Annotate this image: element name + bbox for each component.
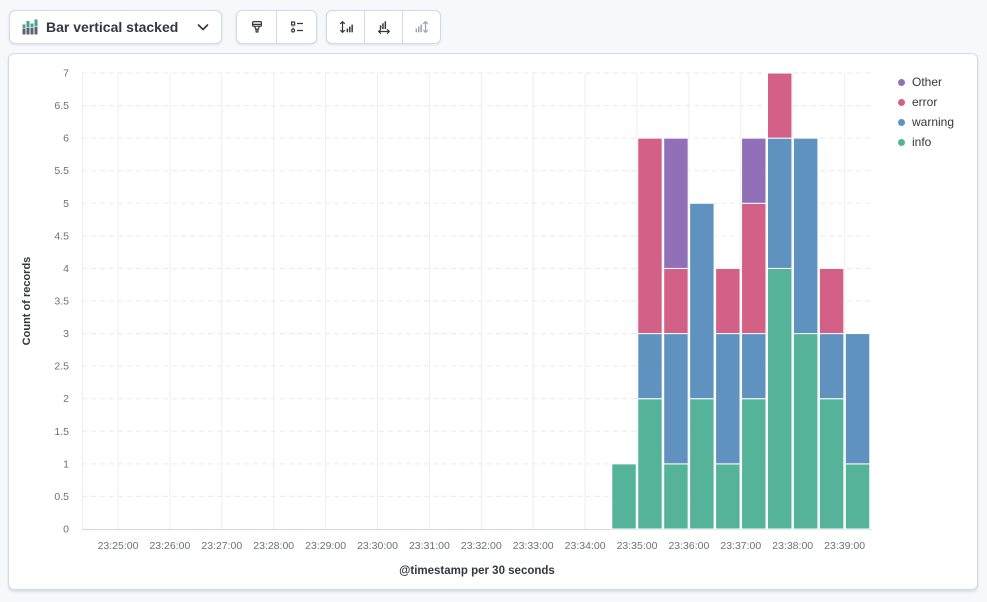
bar-segment-info-23:39:00[interactable] [844,463,871,530]
y-tick-label: 1.5 [54,426,69,438]
stacked-bar-chart: 0 0.5 1 1.5 2 2.5 3 3.5 4 4.5 5 5.5 6 6.5 7 23:25:00 23:… [21,68,872,577]
bar-segment-info-23:34:30[interactable] [611,463,637,530]
axis-settings-group [326,10,441,44]
x-tick-label: 23:26:00 [149,540,190,552]
chart-panel: 0 0.5 1 1.5 2 2.5 3 3.5 4 4.5 5 5.5 6 6.5 7 23:25:00 23:… [8,53,978,590]
x-tick-label: 23:35:00 [617,540,658,552]
x-tick-label: 23:30:00 [357,540,398,552]
y-tick-label: 6.5 [54,100,69,112]
legend-label: Other [912,75,943,89]
bar-segment-warning-23:38:00[interactable] [792,137,819,335]
bar-segment-info-23:36:30[interactable] [715,463,741,530]
x-tick-label: 23:28:00 [253,540,294,552]
y-tick-label: 3.5 [54,296,69,308]
y-tick-label: 4 [63,263,69,275]
bar-segment-error-23:38:30[interactable] [818,267,845,335]
bar-segment-warning-23:36:00[interactable] [689,202,715,400]
bar-segment-info-23:35:30[interactable] [663,463,689,530]
y-tick-label: 4.5 [54,230,69,242]
y-axis-title: Count of records [21,257,33,346]
x-tick-label: 23:36:00 [668,540,709,552]
legend-label: error [912,95,938,109]
x-tick-label: 23:32:00 [461,540,502,552]
bar-segment-warning-23:39:00[interactable] [844,333,871,465]
bar-segment-warning-23:38:30[interactable] [818,333,845,400]
bar-segment-error-23:35:00[interactable] [637,137,663,335]
bar-segment-warning-23:36:30[interactable] [715,333,741,465]
legend-swatch-icon [898,118,905,126]
axis-left-icon [339,21,353,33]
bar-segment-warning-23:37:00[interactable] [741,333,767,400]
legend-swatch-icon [898,138,905,146]
y-tick-label: 6 [63,133,69,145]
legend-label: info [912,135,932,149]
x-tick-label: 23:29:00 [305,540,346,552]
bar-segment-Other-23:37:00[interactable] [741,137,767,204]
bar-segment-info-23:37:00[interactable] [741,398,767,530]
visual-options-button[interactable] [237,11,276,43]
bar-segment-error-23:37:00[interactable] [741,202,767,335]
bar-segment-error-23:36:30[interactable] [715,267,741,335]
x-tick-label: 23:31:00 [409,540,450,552]
legend-swatch-icon [898,78,905,86]
bar-segment-info-23:37:30[interactable] [767,267,793,530]
x-tick-label: 23:27:00 [201,540,242,552]
chart-type-dropdown[interactable]: Bar vertical stacked [9,10,222,44]
y-tick-label: 7 [63,68,69,80]
legend-settings-button[interactable] [276,11,316,43]
y-tick-label: 2.5 [54,361,69,373]
legend-list-icon [290,21,303,33]
left-axis-button[interactable] [327,11,364,43]
legend-swatch-icon [898,98,905,106]
x-tick-label: 23:34:00 [565,540,606,552]
right-axis-button[interactable] [402,11,440,43]
x-tick-label: 23:37:00 [720,540,761,552]
bar-segment-warning-23:37:30[interactable] [767,137,793,269]
y-tick-label: 1 [63,458,69,470]
x-axis-title: @timestamp per 30 seconds [399,565,555,577]
y-tick-label: 3 [63,328,69,340]
brush-icon [251,20,262,33]
chart-type-label: Bar vertical stacked [46,19,179,35]
x-tick-label: 23:39:00 [824,540,865,552]
bar-segment-error-23:35:30[interactable] [663,267,689,335]
axis-bottom-icon [377,21,390,34]
y-tick-label: 5 [63,198,69,210]
bar-segment-info-23:38:30[interactable] [818,398,845,530]
bar-vertical-stacked-icon [22,19,38,35]
y-tick-label: 0 [63,524,69,536]
bar-segment-info-23:38:00[interactable] [792,333,819,530]
bar-segment-error-23:37:30[interactable] [767,72,793,139]
legend-item-warning[interactable]: warning [898,112,954,132]
display-options-group [236,10,317,44]
bar-segment-info-23:36:00[interactable] [689,398,715,530]
bottom-axis-button[interactable] [364,11,402,43]
bar-segment-warning-23:35:00[interactable] [637,333,663,400]
bar-segment-warning-23:35:30[interactable] [663,333,689,465]
legend-item-Other[interactable]: Other [898,72,954,92]
x-tick-label: 23:33:00 [513,540,554,552]
y-tick-label: 0.5 [54,491,69,503]
x-tick-label: 23:38:00 [772,540,813,552]
axis-right-icon [415,21,428,33]
legend-item-info[interactable]: info [898,132,954,152]
bar-segment-Other-23:35:30[interactable] [663,137,689,269]
y-tick-label: 2 [63,393,69,405]
y-tick-label: 5.5 [54,165,69,177]
chart-legend: Other error warning info [898,72,954,152]
bar-segment-info-23:35:00[interactable] [637,398,663,530]
legend-item-error[interactable]: error [898,92,954,112]
chevron-down-icon [197,23,209,30]
x-tick-label: 23:25:00 [98,540,139,552]
legend-label: warning [912,115,955,129]
